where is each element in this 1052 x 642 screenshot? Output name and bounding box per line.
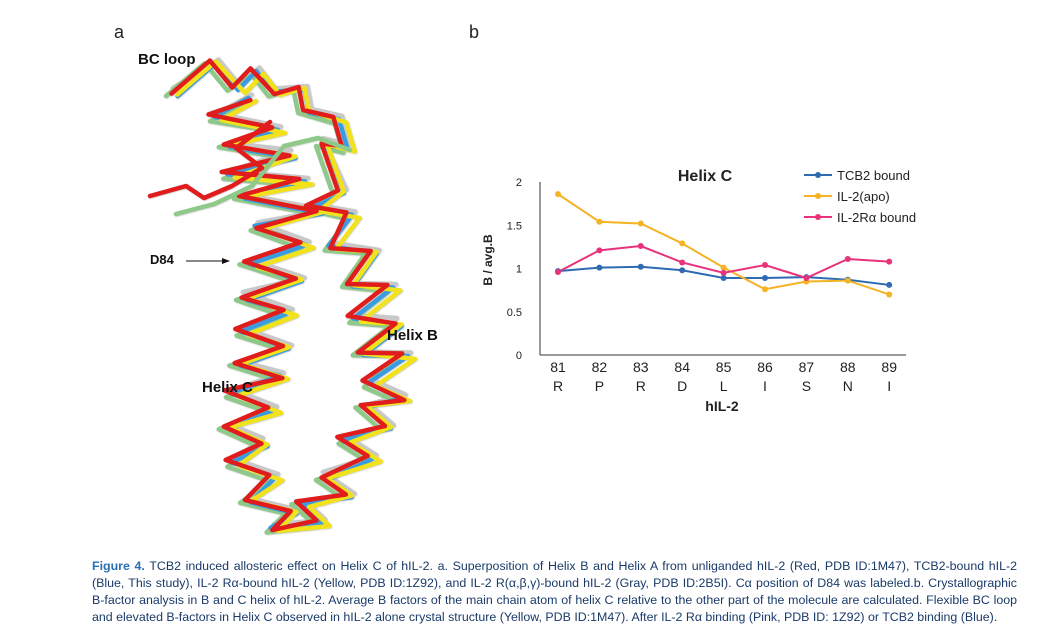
- series-1-point: [762, 286, 768, 293]
- helix-b-label: Helix B: [387, 327, 438, 344]
- legend-swatch-marker: [815, 214, 821, 220]
- caption-figure-label: Figure 4.: [92, 559, 145, 573]
- chart-legend: TCB2 bound IL-2(apo) IL-2Rα bound: [804, 168, 916, 225]
- series-1-point: [679, 240, 686, 247]
- d84-arrowhead: [222, 258, 230, 264]
- figure-caption: Figure 4. TCB2 induced allosteric effect…: [92, 558, 1017, 626]
- x-tick-label: 83: [633, 359, 649, 375]
- panel-a-letter: a: [114, 22, 125, 42]
- series-2-point: [679, 259, 686, 266]
- backbone-trace-green: [163, 60, 401, 535]
- series-2-point: [762, 262, 768, 269]
- backbone-trace-red-bc-loop: [147, 119, 273, 201]
- x-tick-label: 81: [550, 359, 566, 375]
- series-1-point: [555, 191, 561, 198]
- x-residue-label: N: [843, 378, 853, 394]
- backbone-trace-red: [169, 58, 407, 533]
- caption-text: TCB2 induced allosteric effect on Helix …: [92, 559, 1018, 624]
- bc-loop-label: BC loop: [138, 51, 196, 68]
- series-2-point: [555, 268, 561, 275]
- x-tick-label: 86: [757, 359, 773, 375]
- series-0-point: [637, 263, 644, 270]
- x-tick-label: 84: [674, 359, 690, 375]
- series-2-point: [720, 269, 727, 276]
- series-1-point: [844, 277, 851, 284]
- panel-b-letter: b: [469, 22, 480, 42]
- y-tick-label: 1: [516, 264, 522, 276]
- series-1-point: [720, 264, 727, 271]
- legend-entry-label: IL-2(apo): [837, 189, 890, 204]
- protein-superposition-image: [147, 57, 418, 535]
- series-0-point: [679, 267, 686, 274]
- y-axis-label: B / avg.B: [481, 234, 495, 286]
- x-residue-label: S: [802, 378, 811, 394]
- x-tick-label: 85: [716, 359, 732, 375]
- y-tick-label: 0: [516, 350, 522, 362]
- backbone-trace-green-bc-loop: [173, 135, 353, 217]
- legend-entry-label: IL-2Rα bound: [837, 210, 916, 225]
- x-tick-label: 89: [881, 359, 897, 375]
- series-0-point: [596, 264, 603, 271]
- x-residue-label: R: [553, 378, 563, 394]
- bfactor-line-chart: 0 0.5 1 1.5 2 81 R 82 P 83 R 84 D 85 L 86 I 87 S 88 N 89 I He…: [481, 168, 916, 414]
- y-tick-label: 2: [516, 177, 522, 189]
- x-residue-label: L: [720, 378, 728, 394]
- legend-swatch-marker: [815, 193, 821, 199]
- chart-title: Helix C: [678, 168, 733, 185]
- series-2-point: [844, 255, 851, 262]
- series-1-point: [596, 218, 603, 225]
- x-tick-label: 87: [799, 359, 815, 375]
- series-1-point: [637, 220, 644, 227]
- series-2-point: [596, 247, 603, 254]
- helix-c-label: Helix C: [202, 379, 253, 396]
- series-2-point: [637, 243, 644, 250]
- y-tick-label: 0.5: [507, 307, 522, 319]
- x-tick-label: 88: [840, 359, 856, 375]
- x-residue-label: D: [677, 378, 687, 394]
- x-tick-label: 82: [592, 359, 608, 375]
- series-0-point: [720, 275, 727, 282]
- series-2-point: [803, 275, 810, 282]
- series-1-point: [886, 291, 893, 298]
- x-residue-label: I: [763, 378, 767, 394]
- y-tick-label: 1.5: [507, 220, 522, 232]
- series-2-point: [886, 258, 893, 265]
- series-0-point: [762, 275, 768, 282]
- x-residue-label: P: [595, 378, 604, 394]
- legend-swatch-marker: [815, 172, 821, 178]
- series-0-point: [886, 281, 893, 288]
- legend-entry-label: TCB2 bound: [837, 168, 910, 183]
- x-axis-label: hIL-2: [705, 398, 739, 414]
- d84-label: D84: [150, 252, 174, 267]
- x-residue-label: I: [887, 378, 891, 394]
- x-residue-label: R: [636, 378, 646, 394]
